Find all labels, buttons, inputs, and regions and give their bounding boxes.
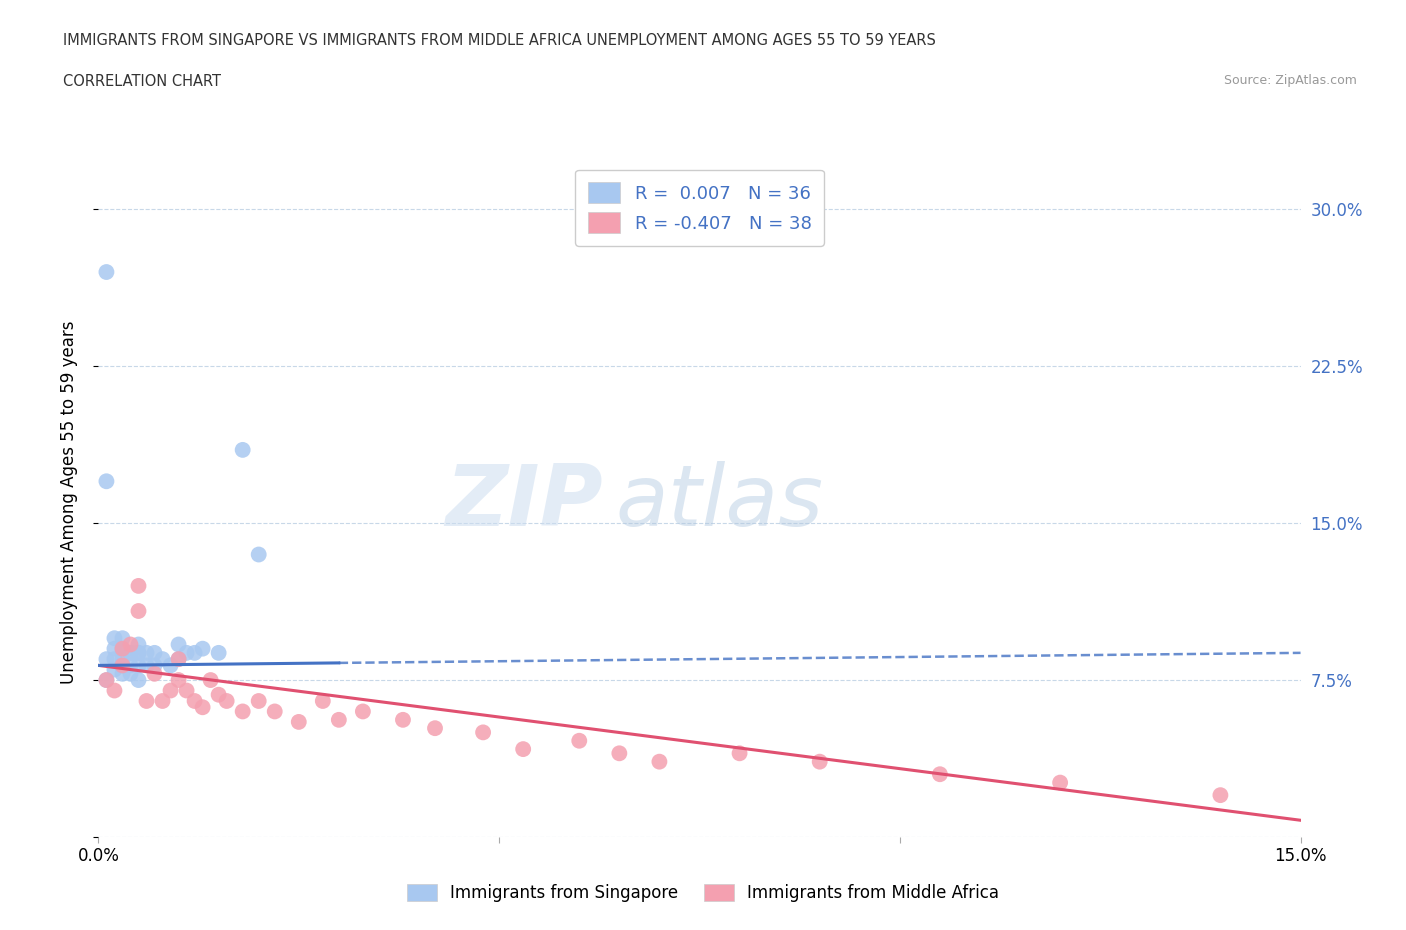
Point xyxy=(143,658,166,673)
Point xyxy=(167,637,190,652)
Point xyxy=(152,652,174,667)
Point xyxy=(128,672,150,687)
Point xyxy=(128,658,150,673)
Point xyxy=(1049,776,1071,790)
Text: atlas: atlas xyxy=(616,460,824,544)
Point xyxy=(512,742,534,757)
Point xyxy=(103,642,125,657)
Point xyxy=(232,443,254,458)
Point xyxy=(103,631,125,645)
Point xyxy=(111,667,134,682)
Point xyxy=(167,672,190,687)
Point xyxy=(609,746,631,761)
Point xyxy=(472,725,495,740)
Legend: R =  0.007   N = 36, R = -0.407   N = 38: R = 0.007 N = 36, R = -0.407 N = 38 xyxy=(575,170,824,246)
Point xyxy=(120,667,142,682)
Point xyxy=(1209,788,1232,803)
Point xyxy=(152,694,174,709)
Point xyxy=(120,658,142,673)
Point xyxy=(191,642,214,657)
Point xyxy=(111,642,134,657)
Point xyxy=(111,631,134,645)
Point xyxy=(111,652,134,667)
Point xyxy=(96,474,118,489)
Point xyxy=(263,704,285,719)
Point xyxy=(191,700,214,715)
Point xyxy=(143,667,166,682)
Point xyxy=(128,604,150,618)
Point xyxy=(176,645,198,660)
Point xyxy=(328,712,350,727)
Point xyxy=(111,658,134,673)
Point xyxy=(111,642,134,657)
Text: CORRELATION CHART: CORRELATION CHART xyxy=(63,74,221,89)
Point xyxy=(135,645,157,660)
Point xyxy=(103,662,125,677)
Point xyxy=(648,754,671,769)
Point xyxy=(392,712,415,727)
Point xyxy=(128,637,150,652)
Point xyxy=(728,746,751,761)
Point xyxy=(128,645,150,660)
Point xyxy=(96,265,118,280)
Point xyxy=(183,645,205,660)
Point xyxy=(423,721,446,736)
Point xyxy=(135,658,157,673)
Point xyxy=(120,645,142,660)
Point xyxy=(120,645,142,660)
Point xyxy=(247,694,270,709)
Point xyxy=(128,645,150,660)
Point xyxy=(103,683,125,698)
Point xyxy=(215,694,238,709)
Point xyxy=(568,733,591,748)
Point xyxy=(208,645,231,660)
Point xyxy=(183,694,205,709)
Point xyxy=(159,683,181,698)
Point xyxy=(120,637,142,652)
Point xyxy=(167,652,190,667)
Text: IMMIGRANTS FROM SINGAPORE VS IMMIGRANTS FROM MIDDLE AFRICA UNEMPLOYMENT AMONG AG: IMMIGRANTS FROM SINGAPORE VS IMMIGRANTS … xyxy=(63,33,936,47)
Point xyxy=(176,683,198,698)
Point xyxy=(167,652,190,667)
Point xyxy=(103,652,125,667)
Point xyxy=(200,672,222,687)
Point xyxy=(352,704,374,719)
Point xyxy=(288,714,311,729)
Text: ZIP: ZIP xyxy=(446,460,603,544)
Point xyxy=(159,658,181,673)
Point xyxy=(128,578,150,593)
Point xyxy=(808,754,831,769)
Point xyxy=(929,766,952,781)
Point xyxy=(247,547,270,562)
Y-axis label: Unemployment Among Ages 55 to 59 years: Unemployment Among Ages 55 to 59 years xyxy=(59,321,77,684)
Point xyxy=(96,672,118,687)
Point xyxy=(232,704,254,719)
Text: Source: ZipAtlas.com: Source: ZipAtlas.com xyxy=(1223,74,1357,87)
Point xyxy=(143,645,166,660)
Point xyxy=(96,672,118,687)
Point xyxy=(111,658,134,673)
Point xyxy=(135,694,157,709)
Point xyxy=(208,687,231,702)
Point xyxy=(312,694,335,709)
Legend: Immigrants from Singapore, Immigrants from Middle Africa: Immigrants from Singapore, Immigrants fr… xyxy=(401,877,1005,909)
Point xyxy=(96,652,118,667)
